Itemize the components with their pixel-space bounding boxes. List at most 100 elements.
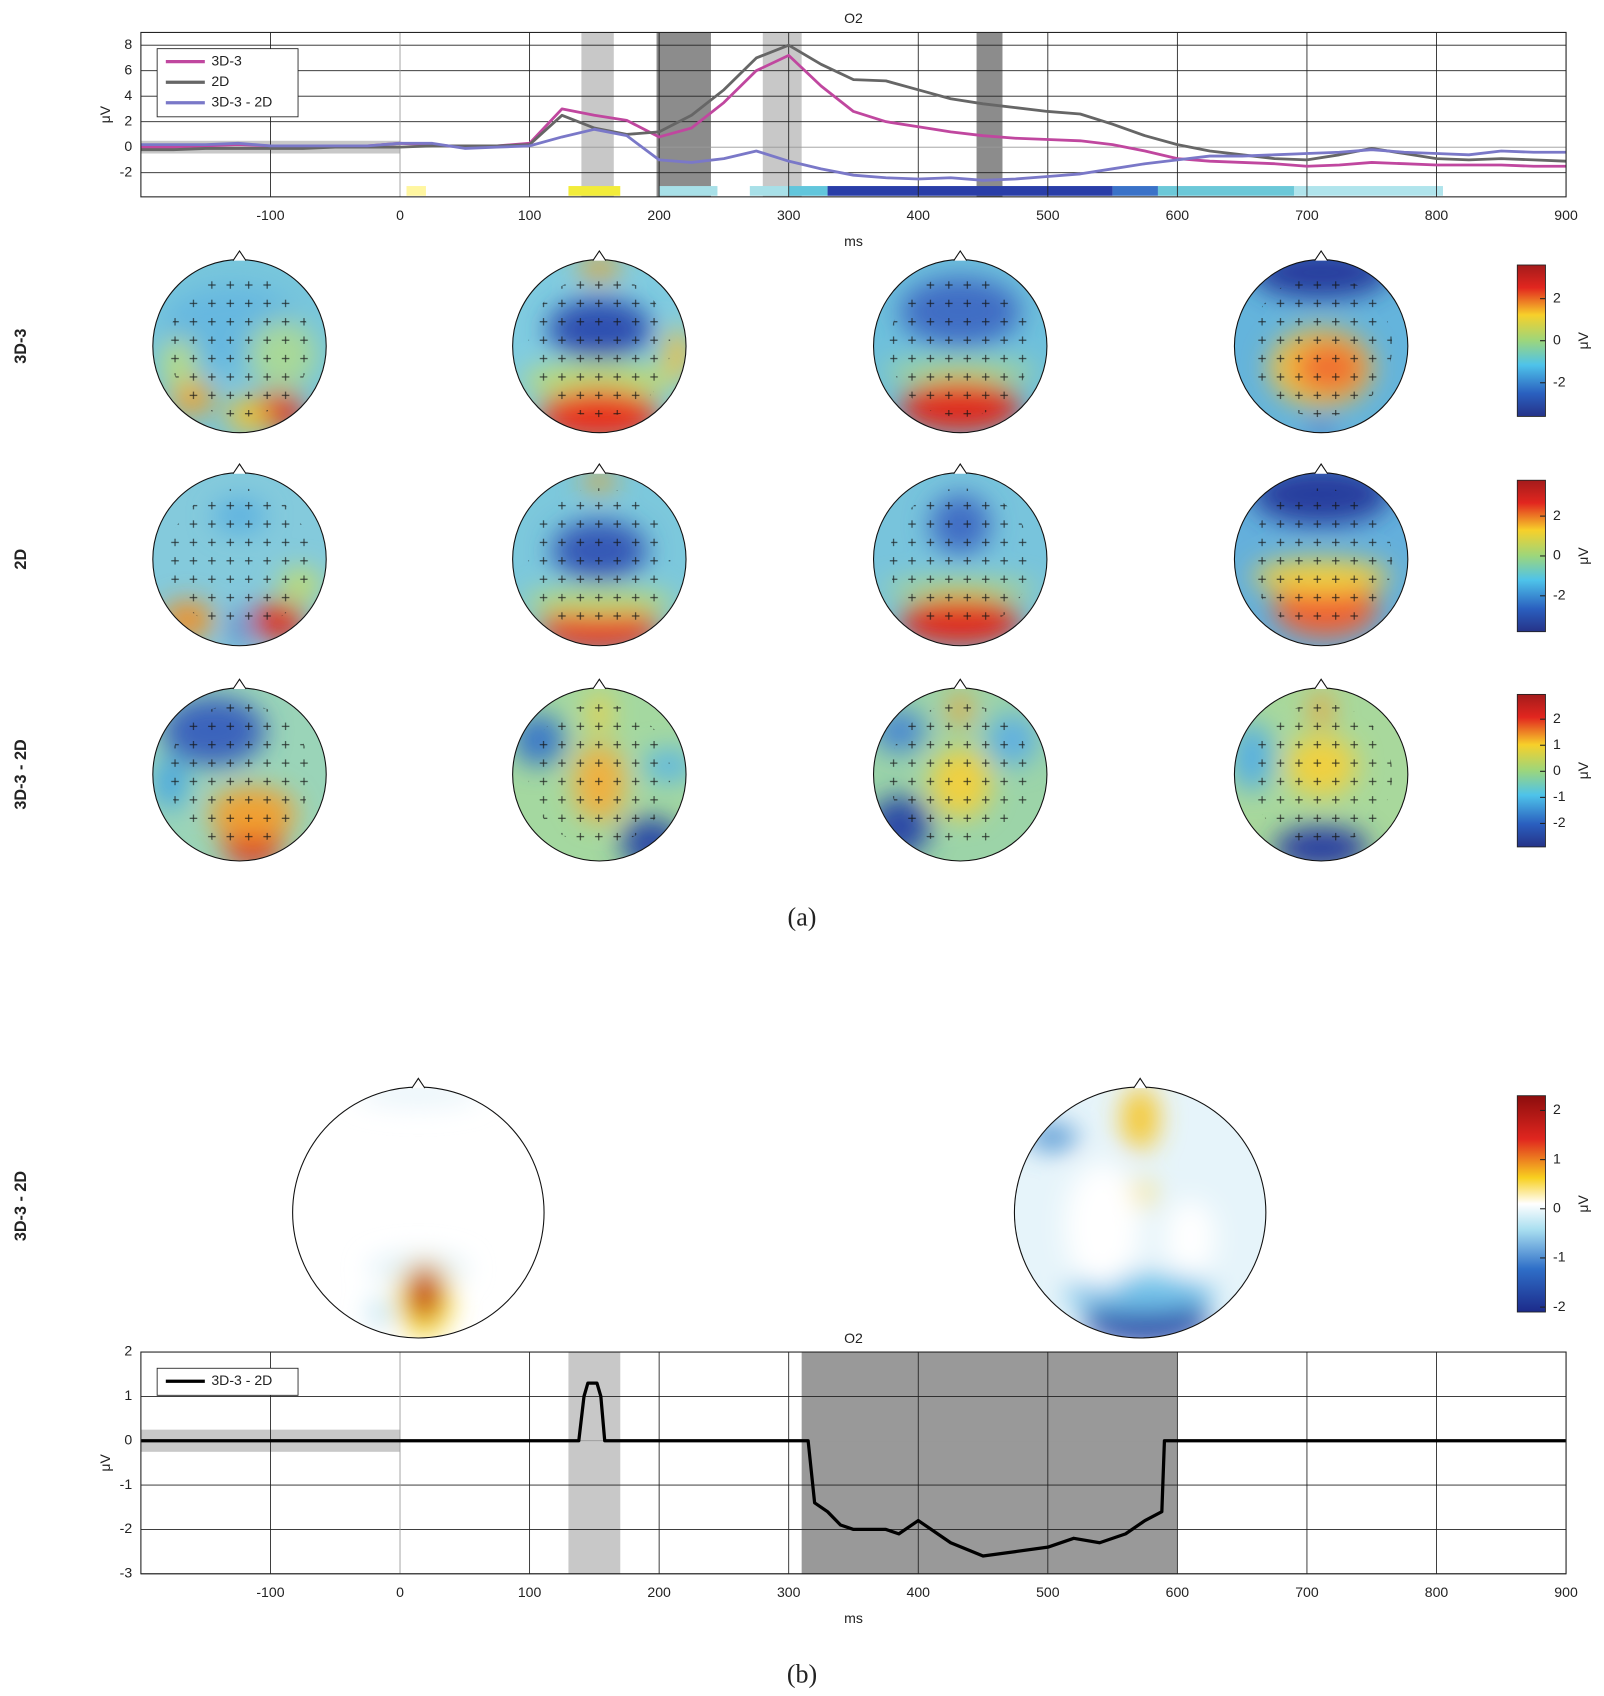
topo-blob: [1064, 1162, 1141, 1288]
y-tick-label: 0: [124, 1431, 132, 1447]
topoplot: [512, 249, 687, 434]
row-label: 2D: [12, 549, 30, 570]
topoplot: [152, 678, 327, 862]
nose: [953, 463, 968, 475]
highlight-window: [801, 1352, 1178, 1574]
colorbar: -2 -1 0 1 2 μV: [1516, 693, 1591, 848]
topo-fill: [512, 472, 687, 646]
colorbar-tick-label: 0: [1553, 762, 1561, 778]
colorbar-tick-label: 0: [1553, 1200, 1561, 1216]
electrodes: [168, 488, 311, 631]
x-tick-label: 200: [647, 1584, 671, 1600]
plot-area: [140, 32, 1567, 197]
topo-blob: [1165, 1199, 1216, 1276]
x-tick-label: 900: [1554, 1584, 1578, 1600]
colorbar-tick-label: -2: [1553, 814, 1566, 830]
y-tick-label: 1: [124, 1387, 132, 1403]
colorbar-tick-label: 2: [1553, 710, 1561, 726]
x-tick-label: 100: [518, 1584, 542, 1600]
x-tick-label: 400: [907, 207, 931, 223]
y-axis-label: μV: [97, 1454, 113, 1472]
colorbar-tick-label: 2: [1553, 1101, 1561, 1117]
x-axis-label: ms: [844, 233, 863, 249]
nose: [232, 678, 247, 690]
x-tick-label: 800: [1425, 207, 1449, 223]
electrodes: [168, 703, 311, 846]
topo-fill: [512, 259, 687, 433]
nose: [592, 678, 607, 690]
x-tick-label: 300: [777, 1584, 801, 1600]
significance-segment: [827, 186, 1113, 196]
topo-blob: [408, 1266, 441, 1322]
electrodes: [1250, 275, 1393, 418]
electrodes: [889, 275, 1032, 418]
legend: 3D-3 2D 3D-3 - 2D: [156, 48, 299, 118]
topoplot: [1233, 678, 1409, 862]
topoplot: [872, 678, 1048, 862]
x-tick-label: 300: [777, 207, 801, 223]
electrodes: [528, 488, 671, 631]
topoplot: [872, 463, 1048, 647]
topo-fill: [152, 472, 327, 646]
row-label: 3D-3 - 2D: [12, 739, 30, 810]
legend-label: 3D-3 - 2D: [211, 1372, 272, 1388]
nose: [1314, 249, 1329, 261]
y-tick-label: 6: [124, 61, 132, 77]
x-axis-label: ms: [844, 1610, 863, 1626]
topo-fill: [152, 687, 327, 861]
significance-segment: [788, 186, 828, 196]
colorbar: -2 0 2 μV: [1516, 264, 1591, 417]
electrodes: [168, 275, 311, 418]
topo-fill: [292, 1087, 545, 1338]
significance-segment: [1293, 186, 1443, 196]
x-tick-label: 500: [1036, 1584, 1060, 1600]
colorbar-label: μV: [1575, 1195, 1591, 1213]
y-tick-label: 2: [124, 1343, 132, 1359]
topo-blob: [577, 259, 622, 279]
colorbar-tick-label: 0: [1553, 547, 1561, 563]
y-tick-label: -2: [120, 1520, 133, 1536]
topoplot: [512, 463, 687, 647]
topo-fill: [1234, 472, 1408, 646]
significance-segment: [568, 186, 621, 196]
topoplot: [152, 249, 327, 434]
colorbar-gradient: [1516, 1095, 1546, 1313]
topo-blob: [581, 472, 617, 490]
x-tick-label: 700: [1295, 1584, 1319, 1600]
topoplot: [1013, 1077, 1267, 1339]
nose: [953, 678, 968, 690]
y-tick-label: 0: [124, 138, 132, 154]
x-tick-label: 600: [1166, 207, 1190, 223]
colorbar-tick-label: -1: [1553, 1249, 1566, 1265]
topo-blob: [368, 1300, 394, 1326]
electrodes: [1250, 488, 1393, 631]
legend-label: 3D-3 - 2D: [211, 93, 272, 109]
nose: [592, 249, 607, 261]
y-tick-label: -3: [120, 1565, 133, 1581]
electrodes: [528, 703, 671, 846]
topo-fill: [152, 259, 327, 433]
x-tick-label: -100: [256, 1584, 284, 1600]
topo-base: [292, 1087, 545, 1338]
y-tick-label: -2: [120, 163, 133, 179]
topoplot: [1233, 249, 1409, 434]
topoplot: [152, 463, 327, 647]
electrodes: [528, 275, 671, 418]
colorbar-tick-label: 1: [1553, 1150, 1561, 1166]
legend-label: 3D-3: [211, 52, 242, 68]
nose: [1133, 1077, 1148, 1089]
x-tick-label: 800: [1425, 1584, 1449, 1600]
x-tick-label: 600: [1166, 1584, 1190, 1600]
colorbar-tick-label: -2: [1553, 587, 1566, 603]
significance-segment: [659, 186, 718, 196]
x-tick-label: 0: [396, 207, 404, 223]
nose: [1314, 678, 1329, 690]
topo-fill: [873, 687, 1047, 861]
topo-blob: [1308, 419, 1335, 433]
significance-segment: [1157, 186, 1294, 196]
caption: (b): [787, 1660, 817, 1689]
topo-fill: [1014, 1087, 1266, 1338]
colorbar: -2 -1 0 1 2 μV: [1516, 1095, 1591, 1314]
electrodes: [889, 488, 1032, 631]
y-tick-label: -1: [120, 1476, 133, 1492]
